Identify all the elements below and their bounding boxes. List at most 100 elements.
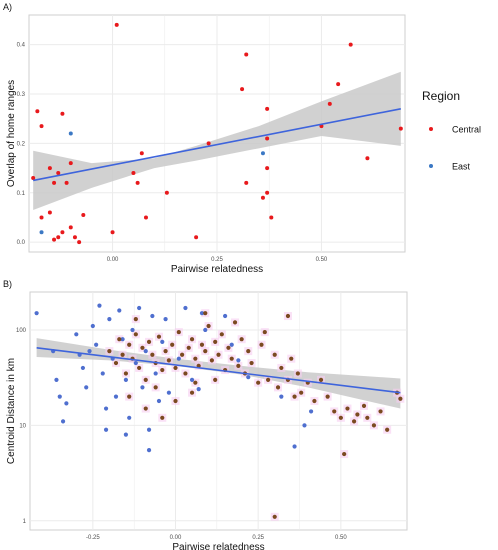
- panel-b-data-point: [351, 419, 357, 424]
- panel-a-data-point: [35, 109, 40, 114]
- panel-a-data-point: [31, 175, 36, 180]
- panel-a-data-point: [365, 156, 370, 161]
- panel-b-data-point: [385, 427, 390, 432]
- panel-b-data-point: [163, 316, 168, 322]
- panel-b-data-point: [153, 385, 158, 390]
- panel-b-data-point: [371, 423, 377, 428]
- panel-a-data-point: [265, 136, 270, 141]
- panel-b-data-point: [312, 398, 317, 404]
- panel-b-data-point: [137, 305, 142, 311]
- panel-b-data-point: [361, 403, 367, 408]
- panel-a-y-tick-label: 0.3: [17, 92, 26, 98]
- panel-a-data-point: [206, 141, 211, 146]
- panel-a-y-axis-title: Overlap of home ranges: [6, 80, 17, 187]
- panel-b-y-axis-title: Centroid Distance in km: [6, 358, 17, 464]
- panel-a-data-point: [52, 237, 57, 242]
- panel-b-data-point: [160, 415, 165, 420]
- panel-a-data-point: [39, 230, 44, 235]
- panel-b-data-point: [189, 377, 195, 382]
- panel-b-data-point: [236, 358, 241, 363]
- panel-b-data-point: [87, 349, 92, 354]
- panel-b-data-point: [338, 415, 343, 420]
- panel-b-data-point: [156, 334, 162, 339]
- panel-a-data-point: [72, 235, 77, 240]
- panel-a-data-point: [265, 106, 270, 111]
- panel-b-data-point: [123, 377, 129, 382]
- panel-b-x-tick-label: 0.00: [170, 535, 182, 541]
- panel-a-label: A): [3, 2, 12, 12]
- panel-b-data-point: [54, 377, 59, 382]
- panel-b-data-point: [196, 386, 201, 392]
- panel-b-data-point: [140, 385, 145, 390]
- panel-b-data-point: [232, 320, 238, 325]
- panel-b-data-point: [176, 356, 181, 361]
- panel-a-data-point: [398, 126, 403, 131]
- panel-b-data-point: [193, 356, 198, 361]
- panel-a-data-point: [244, 52, 249, 57]
- panel-b-data-point: [180, 352, 185, 357]
- panel-b-data-point: [173, 398, 178, 404]
- panel-b-y-tick-label: 10: [19, 423, 26, 429]
- panel-b-data-point: [94, 342, 99, 347]
- panel-b-data-point: [279, 365, 284, 371]
- panel-b-data-point: [120, 337, 125, 342]
- panel-b-data-point: [97, 303, 102, 308]
- panel-a-data-point: [68, 161, 73, 166]
- panel-b-data-point: [189, 337, 195, 342]
- panel-b-data-point: [365, 415, 370, 420]
- panel-b-y-tick-label: 1: [23, 519, 27, 525]
- panel-b-data-point: [318, 377, 324, 382]
- panel-a-confidence-ribbon: [33, 71, 401, 211]
- panel-b-data-point: [100, 371, 105, 376]
- panel-a-data-point: [52, 180, 57, 185]
- panel-b-data-point: [103, 406, 109, 411]
- panel-a-y-tick-label: 0.4: [17, 43, 26, 49]
- panel-a-data-point: [56, 171, 61, 175]
- panel-b-data-point: [229, 342, 234, 347]
- panel-b-data-point: [166, 358, 171, 363]
- panel-b-data-point: [130, 327, 135, 333]
- panel-b-data-point: [143, 349, 148, 354]
- panel-a-data-point: [39, 124, 44, 129]
- panel-a-data-point: [194, 235, 199, 240]
- panel-a-x-axis-title: Pairwise relatedness: [171, 264, 263, 275]
- panel-b-data-point: [133, 316, 138, 322]
- panel-a-data-point: [327, 101, 332, 106]
- panel-a-data-point: [260, 151, 265, 156]
- panel-b-data-point: [107, 316, 112, 322]
- panel-b-data-point: [113, 360, 119, 366]
- panel-a-data-point: [336, 82, 341, 87]
- panel-a-data-point: [60, 230, 65, 235]
- panel-b-data-point: [236, 363, 241, 369]
- panel-b-data-point: [160, 367, 165, 373]
- panel-b-data-point: [173, 365, 178, 371]
- panel-a-data-point: [110, 230, 115, 235]
- panel-b-data-point: [213, 339, 218, 344]
- panel-b-data-point: [272, 352, 277, 357]
- panel-b-data-point: [266, 377, 271, 382]
- panel-a-data-point: [64, 180, 69, 185]
- panel-b-data-point: [199, 342, 205, 347]
- panel-b-confidence-ribbon: [36, 338, 401, 409]
- panel-b-data-point: [57, 394, 62, 399]
- panel-b-data-point: [160, 339, 165, 344]
- panel-a-data-point: [77, 240, 82, 245]
- panel-b-data-point: [84, 385, 89, 390]
- panel-b-data-point: [295, 371, 300, 376]
- panel-b-data-point: [150, 352, 155, 357]
- panel-b-data-point: [259, 342, 264, 347]
- panel-a-x-tick-label: 0.50: [316, 257, 328, 263]
- panel-a-data-point: [114, 22, 119, 27]
- panel-b-data-point: [186, 345, 191, 350]
- panel-b-data-point: [189, 390, 195, 395]
- panel-b-data-point: [166, 390, 171, 395]
- panel-b-data-point: [127, 394, 132, 399]
- panel-b-data-point: [107, 349, 112, 354]
- panel-a-data-point: [240, 87, 245, 92]
- panel-a-data-point: [39, 215, 44, 220]
- panel-b-data-point: [219, 332, 224, 337]
- panel-b-data-point: [292, 394, 297, 399]
- panel-b-data-point: [74, 332, 79, 337]
- panel-b-x-tick-label: -0.25: [86, 535, 100, 541]
